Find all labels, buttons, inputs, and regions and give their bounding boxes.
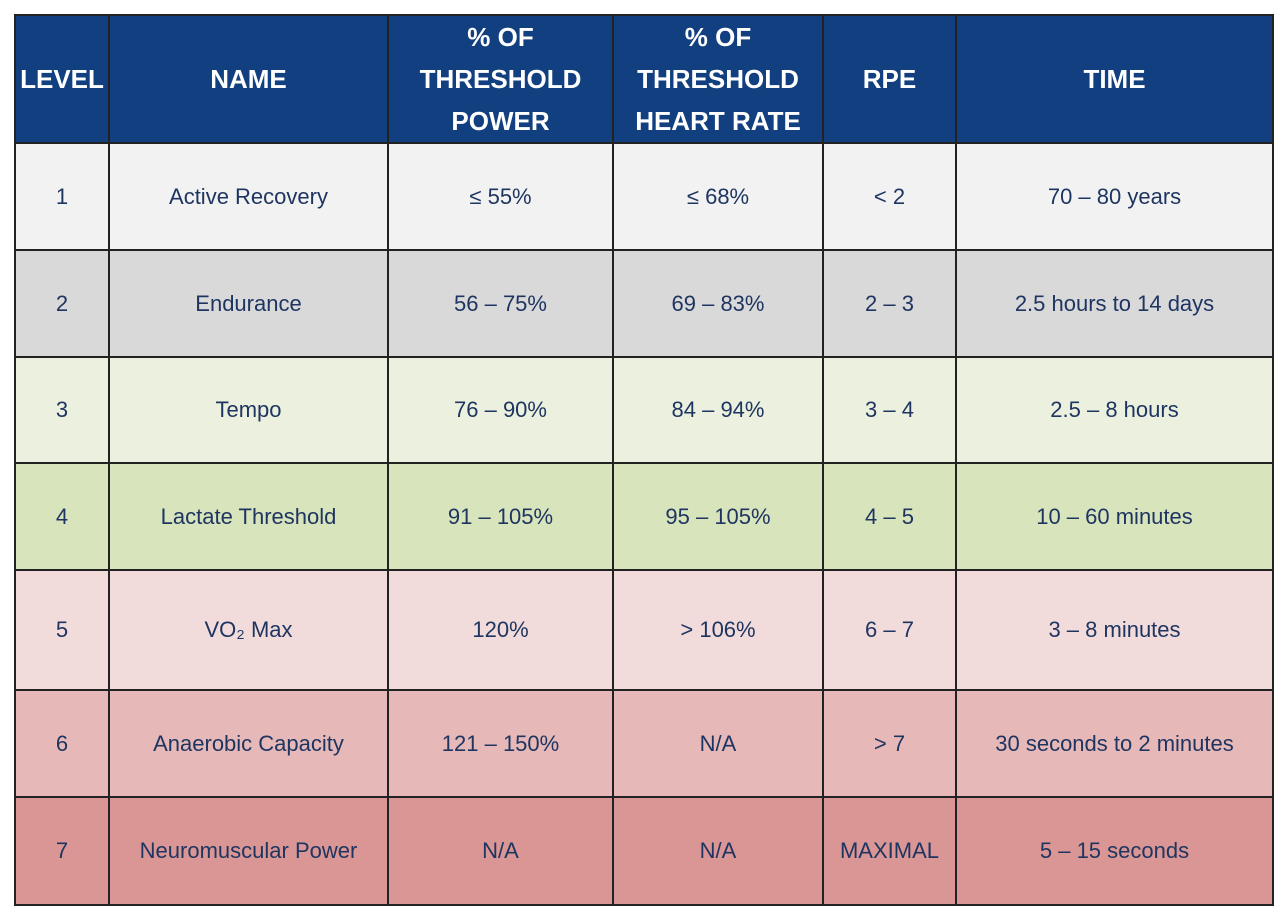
- column-header: LEVEL: [14, 14, 110, 144]
- zones-table: LEVEL NAME% OF THRESHOLD POWER% OF THRESH…: [14, 14, 1274, 906]
- table-cell: 10 – 60 minutes: [955, 462, 1274, 571]
- table-cell: 2.5 hours to 14 days: [955, 249, 1274, 358]
- table-cell: 76 – 90%: [387, 356, 614, 464]
- table-cell: MAXIMAL: [822, 796, 957, 906]
- table-cell: > 106%: [612, 569, 824, 691]
- table-cell: 4 – 5: [822, 462, 957, 571]
- table-row: 1 Active Recovery ≤ 55% ≤ 68% < 2 70 – 80 yea…: [14, 142, 1274, 251]
- table-row: 2 Endurance 56 – 75% 69 – 83% 2 – 3 2.5 hours…: [14, 249, 1274, 358]
- column-header: % OF THRESHOLD HEART RATE: [612, 14, 824, 144]
- table-cell: 2 – 3: [822, 249, 957, 358]
- table-cell: 4: [14, 462, 110, 571]
- table-cell: Lactate Threshold: [108, 462, 389, 571]
- header-row: LEVEL NAME% OF THRESHOLD POWER% OF THRESH…: [14, 14, 1274, 144]
- table-cell: 56 – 75%: [387, 249, 614, 358]
- column-header: RPE: [822, 14, 957, 144]
- table-cell: 69 – 83%: [612, 249, 824, 358]
- table-cell: < 2: [822, 142, 957, 251]
- table-cell: Neuromuscular Power: [108, 796, 389, 906]
- table-cell: 1: [14, 142, 110, 251]
- table-cell: > 7: [822, 689, 957, 798]
- table-cell: 2.5 – 8 hours: [955, 356, 1274, 464]
- table-cell: 84 – 94%: [612, 356, 824, 464]
- table-cell: 70 – 80 years: [955, 142, 1274, 251]
- table-cell: 6 – 7: [822, 569, 957, 691]
- table-cell: Anaerobic Capacity: [108, 689, 389, 798]
- table-cell: 2: [14, 249, 110, 358]
- table-cell: 30 seconds to 2 minutes: [955, 689, 1274, 798]
- table-row: 6 Anaerobic Capacity 121 – 150% N/A > 7 30 se…: [14, 689, 1274, 798]
- table-row: 4 Lactate Threshold 91 – 105% 95 – 105% 4 – …: [14, 462, 1274, 571]
- table-cell: N/A: [612, 689, 824, 798]
- column-header: % OF THRESHOLD POWER: [387, 14, 614, 144]
- table-cell: 95 – 105%: [612, 462, 824, 571]
- table-cell: Endurance: [108, 249, 389, 358]
- table-cell: 121 – 150%: [387, 689, 614, 798]
- table-cell: 3 – 8 minutes: [955, 569, 1274, 691]
- table-cell: 91 – 105%: [387, 462, 614, 571]
- column-header: TIME: [955, 14, 1274, 144]
- table-cell: VO₂ Max: [108, 569, 389, 691]
- table-cell: 3: [14, 356, 110, 464]
- table-cell: 120%: [387, 569, 614, 691]
- table-cell: N/A: [387, 796, 614, 906]
- table-cell: 7: [14, 796, 110, 906]
- table-cell: 5 – 15 seconds: [955, 796, 1274, 906]
- table-row: 3 Tempo 76 – 90% 84 – 94% 3 – 4 2.5 – 8 hours: [14, 356, 1274, 464]
- table-cell: ≤ 68%: [612, 142, 824, 251]
- table-cell: Active Recovery: [108, 142, 389, 251]
- table-cell: ≤ 55%: [387, 142, 614, 251]
- column-header: NAME: [108, 14, 389, 144]
- table-body: 1 Active Recovery ≤ 55% ≤ 68% < 2 70 – 80 yea…: [14, 142, 1274, 906]
- table-cell: N/A: [612, 796, 824, 906]
- table-cell: 5: [14, 569, 110, 691]
- table-cell: 3 – 4: [822, 356, 957, 464]
- table-cell: Tempo: [108, 356, 389, 464]
- table-cell: 6: [14, 689, 110, 798]
- table-row: 7 Neuromuscular Power N/A N/A MAXIMAL 5 – 15 …: [14, 796, 1274, 906]
